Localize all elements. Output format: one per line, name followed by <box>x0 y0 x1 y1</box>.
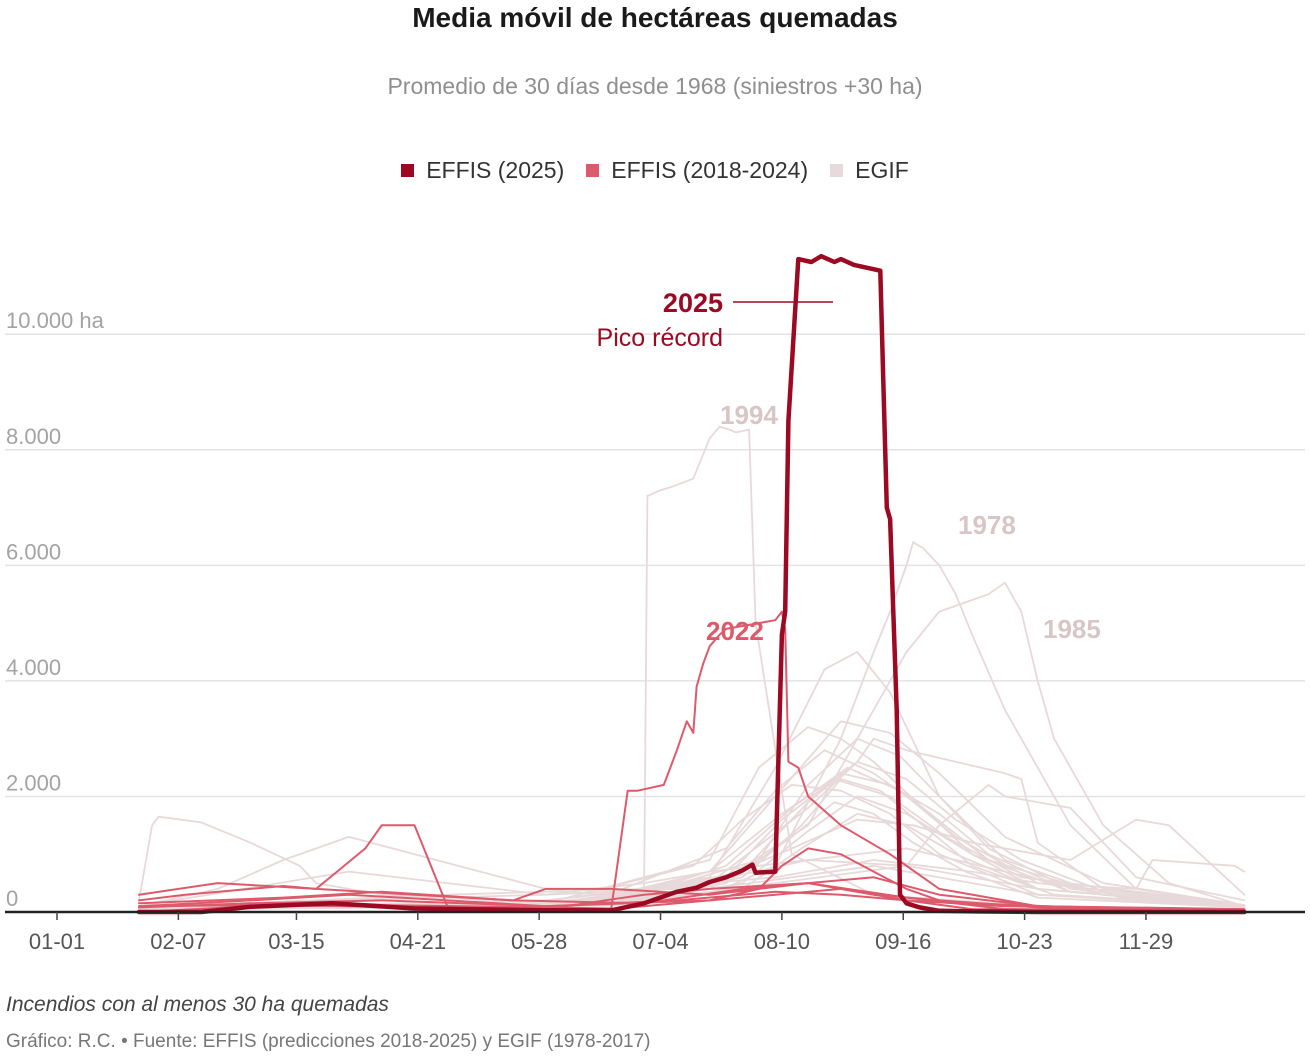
x-tick-label-0: 01-01 <box>29 929 85 954</box>
x-tick-label-6: 08-10 <box>754 929 810 954</box>
y-tick-label-1: 2.000 <box>6 770 61 795</box>
annotation-1978-label: 1978 <box>958 510 1016 540</box>
series-line-2020 <box>138 876 1246 912</box>
legend-item-effis-2025[interactable]: EFFIS (2025) <box>401 157 564 184</box>
x-tick-label-2: 03-15 <box>268 929 324 954</box>
legend: EFFIS (2025) EFFIS (2018-2024) EGIF <box>0 157 1310 184</box>
x-tick-label-4: 05-28 <box>511 929 567 954</box>
grid-layer <box>5 333 1305 798</box>
annotation-2025-sublabel: Pico récord <box>597 324 723 352</box>
series-line-2025 <box>136 253 1247 915</box>
x-tick-label-7: 09-16 <box>875 929 931 954</box>
legend-label-effis-2018-2024: EFFIS (2018-2024) <box>611 157 809 183</box>
series-line-1980 <box>138 818 1246 910</box>
legend-swatch-effis-2025 <box>401 164 415 177</box>
y-tick-label-5: 10.000 ha <box>6 308 105 333</box>
annotation-1985-label: 1985 <box>1043 614 1101 644</box>
series-line-1993 <box>138 772 1246 910</box>
series-line-2023 <box>138 882 1246 912</box>
series-line-1990 <box>138 737 1246 910</box>
series-line-1989 <box>138 836 1246 908</box>
line-chart: 0 2.000 4.000 6.000 8.000 10.000 ha 01-01 02-07… <box>5 253 1305 954</box>
legend-label-egif: EGIF <box>855 157 909 183</box>
effis-2025-layer <box>136 253 1247 915</box>
y-tick-label-3: 6.000 <box>6 539 61 564</box>
series-line-2022 <box>138 610 1246 913</box>
annotation-2022-label: 2022 <box>706 616 764 646</box>
series-line-2017 <box>138 784 1246 908</box>
egif-lines-layer <box>138 425 1246 911</box>
y-tick-label-0: 0 <box>6 886 18 911</box>
legend-label-effis-2025: EFFIS (2025) <box>426 157 565 183</box>
y-tick-label-4: 8.000 <box>6 424 61 449</box>
x-tick-label-9: 11-29 <box>1119 929 1174 954</box>
legend-swatch-egif <box>830 164 844 177</box>
series-line-2019 <box>138 824 1246 912</box>
footnote: Incendios con al menos 30 ha quemadas <box>6 993 389 1016</box>
annotation-2025-label: 2025 <box>663 288 723 318</box>
x-tick-label-5: 07-04 <box>632 929 688 954</box>
annotation-1994-label: 1994 <box>720 400 778 430</box>
series-line-1994 <box>138 425 1246 910</box>
chart-title: Media móvil de hectáreas quemadas <box>412 2 898 33</box>
x-tick-label-1: 02-07 <box>150 929 206 954</box>
x-tick-label-3: 04-21 <box>390 929 446 954</box>
series-line-1975 <box>138 815 1246 908</box>
chart-subtitle: Promedio de 30 días desde 1968 (siniestr… <box>387 73 923 99</box>
y-tick-label-2: 4.000 <box>6 655 61 680</box>
source-credit: Gráfico: R.C. • Fuente: EFFIS (prediccio… <box>6 1031 651 1052</box>
axis-layer: 0 2.000 4.000 6.000 8.000 10.000 ha 01-01 02-07… <box>5 308 1305 954</box>
legend-swatch-effis-2018-2024 <box>586 164 600 177</box>
x-tick-label-8: 10-23 <box>996 929 1052 954</box>
legend-item-egif[interactable]: EGIF <box>830 157 909 184</box>
annotation-layer: 2025 Pico récord 1994 2022 1978 1985 <box>597 288 1101 646</box>
legend-item-effis-2018-2024[interactable]: EFFIS (2018-2024) <box>586 157 808 184</box>
